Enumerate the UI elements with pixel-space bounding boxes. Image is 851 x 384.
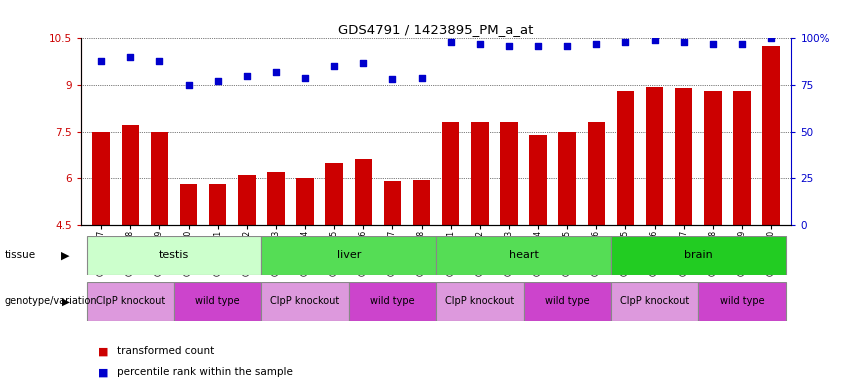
- Bar: [587, 122, 605, 225]
- Text: brain: brain: [684, 250, 712, 260]
- Bar: [174, 282, 261, 321]
- Bar: [500, 122, 517, 225]
- Text: ▶: ▶: [62, 296, 70, 306]
- Point: [502, 43, 516, 49]
- Bar: [209, 184, 226, 225]
- Text: liver: liver: [337, 250, 361, 260]
- Text: ClpP knockout: ClpP knockout: [445, 296, 515, 306]
- Text: wild type: wild type: [196, 296, 240, 306]
- Bar: [180, 184, 197, 225]
- Point: [123, 54, 137, 60]
- Text: ClpP knockout: ClpP knockout: [95, 296, 165, 306]
- Bar: [611, 282, 698, 321]
- Bar: [355, 159, 372, 225]
- Bar: [151, 132, 168, 225]
- Bar: [413, 180, 431, 225]
- Point: [299, 74, 312, 81]
- Text: wild type: wild type: [720, 296, 764, 306]
- Bar: [87, 282, 174, 321]
- Point: [648, 37, 661, 43]
- Text: ■: ■: [98, 346, 108, 356]
- Point: [735, 41, 749, 47]
- Text: ClpP knockout: ClpP knockout: [620, 296, 689, 306]
- Text: ▶: ▶: [61, 250, 70, 260]
- Point: [677, 39, 690, 45]
- Text: heart: heart: [509, 250, 539, 260]
- Text: transformed count: transformed count: [117, 346, 214, 356]
- Text: ■: ■: [98, 367, 108, 377]
- Bar: [698, 282, 785, 321]
- Bar: [261, 236, 437, 275]
- Bar: [87, 236, 261, 275]
- Bar: [523, 282, 611, 321]
- Bar: [349, 282, 437, 321]
- Point: [182, 82, 196, 88]
- Point: [619, 39, 632, 45]
- Bar: [296, 178, 314, 225]
- Text: percentile rank within the sample: percentile rank within the sample: [117, 367, 293, 377]
- Point: [560, 43, 574, 49]
- Bar: [325, 162, 343, 225]
- Bar: [704, 91, 722, 225]
- Point: [328, 63, 341, 70]
- Text: wild type: wild type: [545, 296, 590, 306]
- Bar: [558, 132, 576, 225]
- Bar: [437, 282, 523, 321]
- Bar: [762, 46, 780, 225]
- Point: [444, 39, 458, 45]
- Point: [706, 41, 720, 47]
- Bar: [437, 236, 611, 275]
- Text: tissue: tissue: [4, 250, 36, 260]
- Point: [590, 41, 603, 47]
- Bar: [617, 91, 634, 225]
- Bar: [238, 175, 255, 225]
- Point: [414, 74, 428, 81]
- Text: testis: testis: [159, 250, 189, 260]
- Point: [386, 76, 399, 83]
- Bar: [675, 88, 693, 225]
- Point: [211, 78, 225, 84]
- Bar: [442, 122, 460, 225]
- Bar: [384, 181, 401, 225]
- Point: [473, 41, 487, 47]
- Bar: [734, 91, 751, 225]
- Text: wild type: wild type: [370, 296, 414, 306]
- Point: [357, 60, 370, 66]
- Bar: [122, 125, 139, 225]
- Text: genotype/variation: genotype/variation: [4, 296, 97, 306]
- Point: [94, 58, 108, 64]
- Bar: [261, 282, 349, 321]
- Point: [152, 58, 166, 64]
- Bar: [93, 132, 110, 225]
- Bar: [611, 236, 785, 275]
- Bar: [267, 172, 285, 225]
- Point: [764, 35, 778, 41]
- Bar: [646, 86, 663, 225]
- Title: GDS4791 / 1423895_PM_a_at: GDS4791 / 1423895_PM_a_at: [339, 23, 534, 36]
- Bar: [471, 122, 488, 225]
- Text: ClpP knockout: ClpP knockout: [271, 296, 340, 306]
- Point: [269, 69, 283, 75]
- Bar: [529, 135, 547, 225]
- Point: [531, 43, 545, 49]
- Point: [240, 73, 254, 79]
